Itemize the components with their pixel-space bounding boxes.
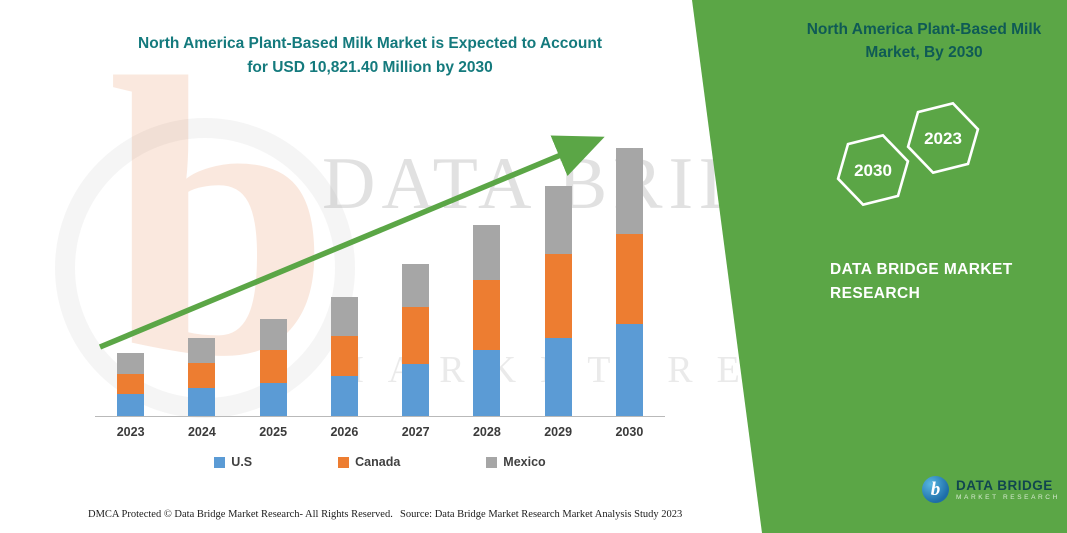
bar-segment-us-2025 [259, 382, 287, 416]
legend-item-us: U.S [214, 455, 252, 469]
bar-segment-mexico-2023 [117, 352, 145, 374]
bar-segment-us-2023 [117, 393, 145, 416]
bar-group-2027 [402, 263, 430, 416]
bar-segment-mexico-2027 [402, 263, 430, 307]
bar-segment-canada-2026 [330, 335, 358, 377]
bar-segment-us-2024 [188, 387, 216, 416]
legend-item-mexico: Mexico [486, 455, 546, 469]
x-axis-label-2029: 2029 [544, 425, 573, 439]
year-hexagons-icon: 2030 2023 [836, 101, 980, 207]
bar-group-2028 [473, 225, 501, 416]
x-axis-label-2026: 2026 [330, 425, 359, 439]
x-axis-label-2028: 2028 [472, 425, 501, 439]
legend-label: Canada [355, 455, 401, 469]
bar-segment-us-2030 [615, 324, 643, 416]
bar-segment-mexico-2028 [473, 225, 501, 280]
bar-segment-us-2026 [330, 376, 358, 416]
green-ribbon: North America Plant-Based Milk Market, B… [692, 0, 1067, 533]
dbmr-logo-text: DATA BRIDGE MARKET RESEARCH [956, 478, 1060, 501]
hexagon-2030-icon: 2030 [836, 133, 910, 207]
legend-swatch-icon [214, 456, 226, 468]
chart-title-line2: for USD 10,821.40 Million by 2030 [247, 59, 493, 77]
bar-segment-canada-2023 [117, 373, 145, 394]
legend: U.S Canada Mexico [95, 455, 665, 469]
dmca-text: DMCA Protected © Data Bridge Market Rese… [88, 509, 393, 520]
chart-title: North America Plant-Based Milk Market is… [60, 32, 680, 80]
legend-swatch-icon [338, 456, 350, 468]
x-axis-label-2030: 2030 [615, 425, 644, 439]
ribbon-heading: North America Plant-Based Milk Market, B… [806, 21, 1042, 62]
bar-segment-mexico-2029 [544, 185, 572, 254]
bar-segment-mexico-2024 [188, 337, 216, 363]
bar-segment-us-2029 [544, 338, 572, 416]
legend-item-canada: Canada [338, 455, 400, 469]
legend-label: Mexico [503, 455, 546, 469]
bar-group-2023 [117, 352, 145, 416]
bar-segment-us-2027 [402, 364, 430, 416]
bar-segment-mexico-2030 [615, 148, 643, 235]
x-axis-labels: 2023 2024 2025 2026 2027 2028 2029 2030 [95, 425, 665, 439]
x-axis-label-2024: 2024 [187, 425, 216, 439]
trend-arrow-icon [98, 135, 605, 350]
bar-group-2030 [615, 148, 643, 416]
watermark-b-logo: b [108, 0, 331, 439]
hexagon-2023-icon: 2023 [906, 101, 980, 175]
bar-segment-mexico-2026 [330, 297, 358, 336]
brand-text: DATA BRIDGE MARKET RESEARCH [830, 261, 1013, 303]
source-text: Source: Data Bridge Market Research Mark… [400, 509, 683, 520]
bar-segment-canada-2024 [188, 362, 216, 388]
bar-segment-canada-2029 [544, 253, 572, 338]
dbmr-logo-name: DATA BRIDGE [956, 478, 1053, 493]
bar-segment-us-2028 [473, 350, 501, 416]
x-axis-label-2027: 2027 [401, 425, 430, 439]
bar-segment-canada-2028 [473, 279, 501, 351]
dbmr-logo-b-icon: b [922, 476, 949, 503]
legend-label: U.S [231, 455, 253, 469]
x-axis-label-2025: 2025 [259, 425, 288, 439]
bar-group-2026 [330, 297, 358, 416]
bar-segment-canada-2027 [402, 307, 430, 364]
bar-segment-canada-2025 [259, 350, 287, 383]
bar-segment-canada-2030 [615, 234, 643, 325]
chart-title-line1: North America Plant-Based Milk Market is… [138, 35, 602, 52]
hexagon-2030-label: 2030 [854, 161, 892, 180]
bar-group-2025 [259, 319, 287, 416]
bar-segment-mexico-2025 [259, 319, 287, 351]
plot-area [95, 140, 665, 417]
x-axis-label-2023: 2023 [116, 425, 145, 439]
bar-group-2024 [188, 337, 216, 416]
dbmr-logo-sub: MARKET RESEARCH [956, 494, 1060, 501]
bar-group-2029 [544, 185, 572, 416]
hexagon-2023-label: 2023 [924, 129, 962, 148]
dbmr-logo: b DATA BRIDGE MARKET RESEARCH [922, 476, 1060, 503]
legend-swatch-icon [486, 456, 498, 468]
